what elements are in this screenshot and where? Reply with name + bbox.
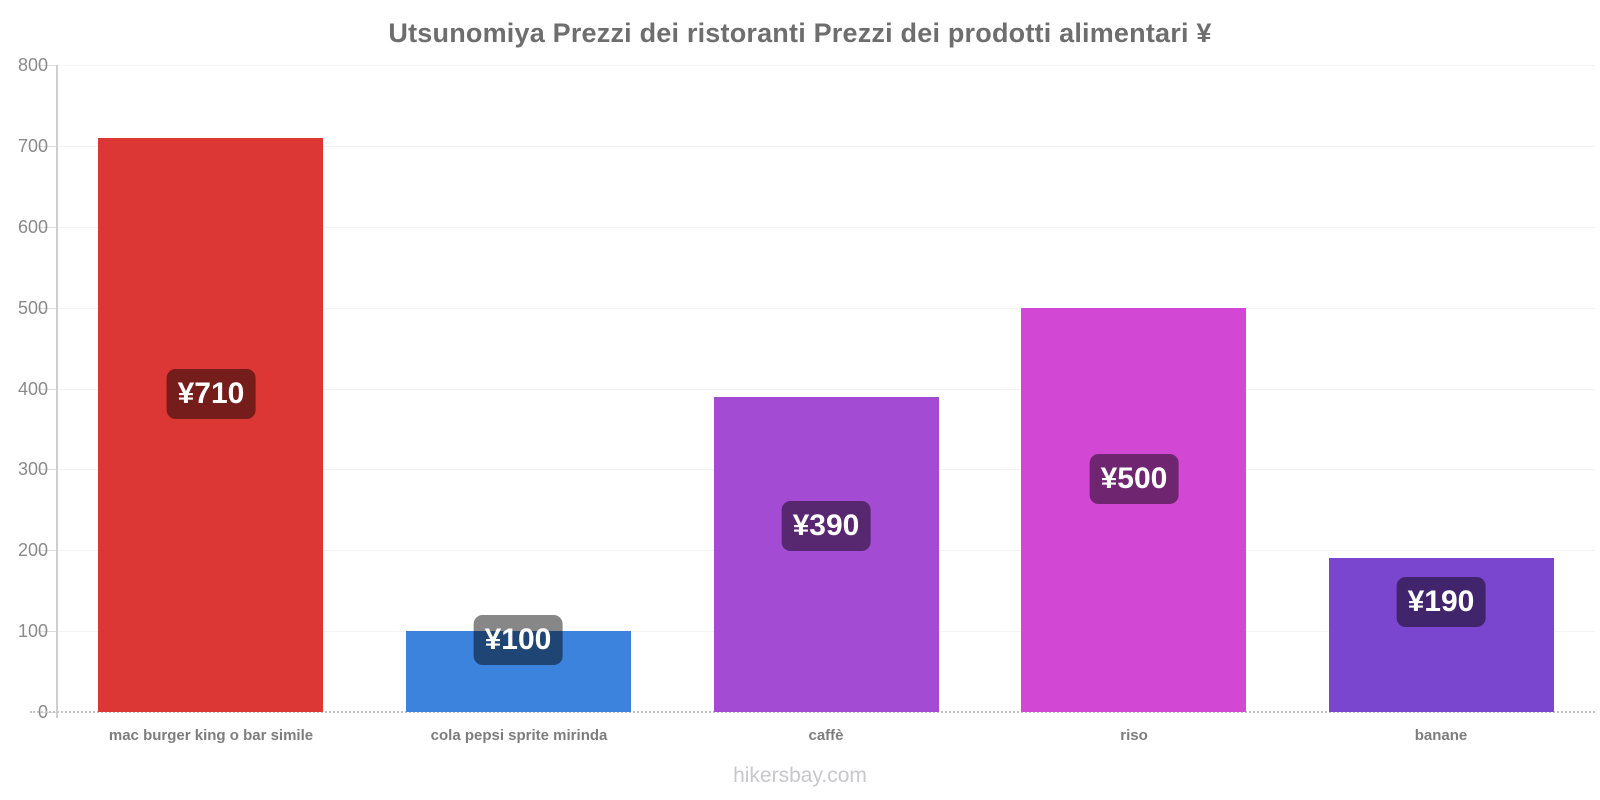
bar-cola-pepsi-sprite-mirinda	[406, 631, 631, 712]
x-axis-label-mac-burger-king-o-bar-simile: mac burger king o bar simile	[108, 727, 314, 744]
bar-value-badge-mac-burger-king-o-bar-simile: ¥710	[166, 369, 256, 419]
y-axis-tick-label: 800	[17, 55, 48, 75]
y-axis-tick-label: 600	[17, 217, 48, 237]
y-tick-mark-500	[40, 308, 57, 309]
chart-title: Utsunomiya Prezzi dei ristoranti Prezzi …	[388, 18, 1212, 48]
x-axis-label-banane: banane	[1414, 727, 1468, 744]
y-gridline-600	[57, 227, 1595, 228]
y-tick-mark-800	[40, 65, 57, 66]
bar-value-badge-banane: ¥190	[1396, 577, 1486, 627]
bar-value-badge-caff: ¥390	[781, 501, 871, 551]
y-tick-mark-700	[40, 146, 57, 147]
y-tick-mark-200	[40, 550, 57, 551]
y-axis-tick-label: 500	[17, 298, 48, 318]
y-tick-mark-600	[40, 227, 57, 228]
y-tick-mark-300	[40, 469, 57, 470]
x-axis-label-cola-pepsi-sprite-mirinda: cola pepsi sprite mirinda	[430, 727, 608, 744]
y-gridline-400	[57, 389, 1595, 390]
y-gridline-700	[57, 146, 1595, 147]
y-tick-mark-100	[40, 631, 57, 632]
y-axis-line	[56, 65, 58, 718]
watermark: hikersbay.com	[733, 764, 867, 787]
bar-value-badge-cola-pepsi-sprite-mirinda: ¥100	[473, 615, 563, 665]
y-axis-tick-label: 700	[17, 136, 48, 156]
bar-riso	[1021, 308, 1246, 712]
x-axis-label-caff: caffè	[808, 727, 844, 744]
y-gridline-500	[57, 308, 1595, 309]
y-axis-tick-label: 100	[17, 621, 48, 641]
y-axis-tick-label: 400	[17, 379, 48, 399]
x-axis-label-riso: riso	[1120, 727, 1148, 744]
bar-caff	[714, 397, 939, 712]
x-axis-baseline	[30, 711, 1595, 713]
y-gridline-800	[57, 65, 1595, 66]
y-axis-tick-label: 200	[17, 540, 48, 560]
y-axis-tick-label: 300	[17, 459, 48, 479]
bar-banane	[1329, 558, 1554, 712]
y-tick-mark-400	[40, 389, 57, 390]
bar-value-badge-riso: ¥500	[1089, 454, 1179, 504]
bar-mac-burger-king-o-bar-simile	[98, 138, 323, 712]
